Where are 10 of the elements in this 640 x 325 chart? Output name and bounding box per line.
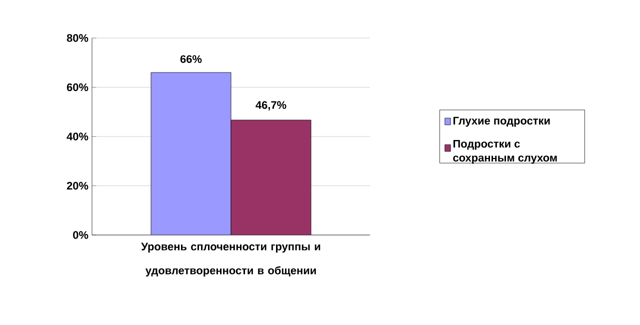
data-label: 66% <box>180 55 202 63</box>
y-tick-label: 60% <box>66 83 88 92</box>
legend-label: Глухие подростки <box>453 116 550 127</box>
legend-label: Подростки с сохранным слухом <box>453 140 557 164</box>
data-label: 46,7% <box>256 101 286 110</box>
category-label: Уровень сплоченности группы и удовлетворенности в общении <box>141 242 320 276</box>
y-tick-label: 40% <box>66 132 88 140</box>
y-tick-label: 0% <box>73 231 88 239</box>
y-tick-label: 20% <box>66 182 88 190</box>
y-tick-label: 80% <box>66 34 88 42</box>
